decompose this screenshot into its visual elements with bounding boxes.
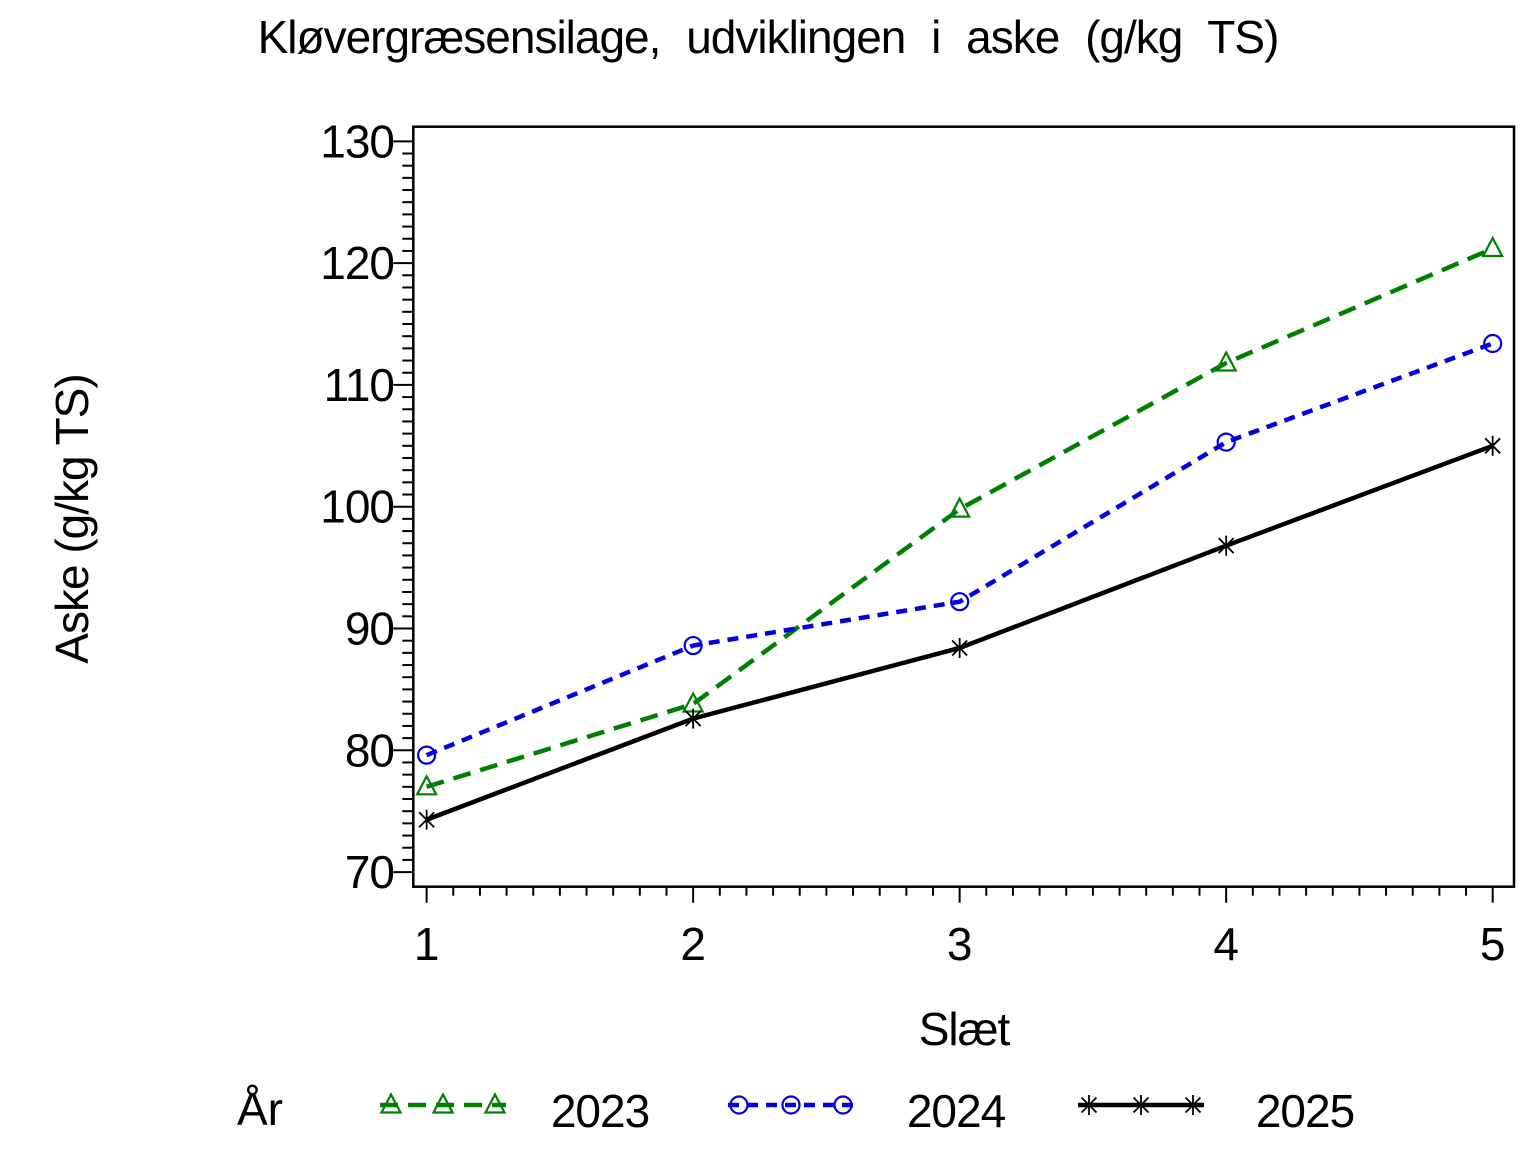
y-tick-label: 100 [320, 481, 394, 533]
series-markers-2024 [417, 333, 1503, 765]
x-axis-label: Slæt [918, 1003, 1011, 1055]
series-line-2023 [425, 246, 1494, 789]
series-marker-star [951, 637, 968, 658]
series-markers-2023 [415, 235, 1505, 796]
series-marker-circle [950, 592, 970, 612]
series-marker-circle [683, 635, 703, 656]
chart-title: Kløvergræsensilage, udviklingen i aske (… [257, 11, 1280, 63]
series-marker-circle [417, 745, 437, 765]
y-tick-label: 130 [320, 115, 394, 167]
series-marker-circle [1216, 432, 1236, 452]
series-marker-star [418, 809, 435, 830]
y-tick-label: 70 [345, 846, 394, 898]
series-marker-star [1484, 435, 1501, 456]
x-tick-label: 1 [414, 918, 440, 970]
y-tick-label: 120 [320, 237, 394, 289]
series-markers-2025 [418, 435, 1501, 830]
series-marker-triangle [948, 496, 971, 518]
series-marker-star [1218, 535, 1235, 556]
series-marker-triangle [1481, 235, 1505, 258]
series-marker-circle [1483, 333, 1503, 354]
y-tick-label: 110 [324, 359, 394, 411]
y-tick-label: 90 [345, 602, 394, 654]
series-marker-star [685, 708, 702, 729]
x-tick-label: 4 [1213, 918, 1239, 970]
y-tick-label: 80 [345, 724, 394, 776]
x-tick-label: 5 [1480, 918, 1506, 970]
x-tick-label: 2 [680, 918, 706, 970]
series-line-2024 [425, 341, 1494, 758]
x-tick-label: 3 [947, 918, 973, 970]
series-marker-triangle [415, 773, 438, 796]
series-marker-triangle [1214, 350, 1238, 372]
